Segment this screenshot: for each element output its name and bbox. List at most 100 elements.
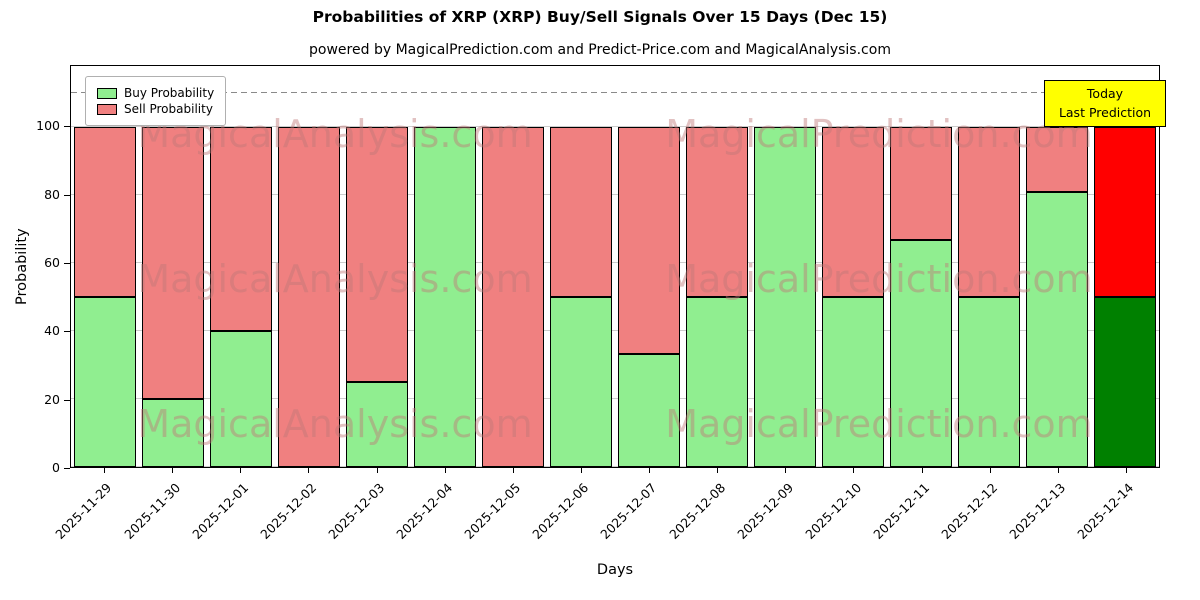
legend-buy-swatch: [97, 87, 117, 99]
stacked-bar-2025-12-11: [890, 66, 952, 467]
plot-area: MagicalAnalysis.com MagicalPrediction.com…: [70, 65, 1160, 468]
sell-segment: [74, 127, 136, 298]
x-tick-mark: [853, 468, 855, 473]
x-tick-label-2025-11-30: 2025-11-30: [120, 480, 183, 542]
y-tick-mark: [64, 263, 70, 265]
gridline-40: [71, 330, 1159, 332]
y-tick-labels: 0 20 40 60 80 100: [0, 0, 70, 600]
bar-slot: [615, 66, 683, 467]
legend-sell-label: Sell Probability: [124, 102, 213, 116]
legend-buy-label: Buy Probability: [124, 86, 215, 100]
chart-title: Probabilities of XRP (XRP) Buy/Sell Sign…: [312, 8, 888, 26]
x-tick-mark: [444, 468, 446, 473]
y-tick-mark: [64, 126, 70, 128]
sell-segment: [142, 127, 204, 400]
bar-slot: [411, 66, 479, 467]
x-tick-label-2025-12-01: 2025-12-01: [188, 480, 251, 542]
sell-segment: [1094, 127, 1156, 298]
stacked-bar-2025-12-07: [618, 66, 680, 467]
bar-slot: [1023, 66, 1091, 467]
x-tick-labels: 2025-11-29 2025-11-30 2025-12-01 2025-12-02…: [0, 468, 1200, 600]
bar-slot: [275, 66, 343, 467]
y-tick-label-100: 100: [36, 118, 60, 134]
x-tick-mark: [921, 468, 923, 473]
buy-segment: [618, 353, 680, 467]
y-tick-label-20: 20: [44, 391, 60, 407]
x-tick-mark: [512, 468, 514, 473]
bar-slot: [139, 66, 207, 467]
stacked-bar-2025-12-05: [482, 66, 544, 467]
x-tick-mark: [1125, 468, 1127, 473]
stacked-bar-2025-12-01: [210, 66, 272, 467]
gridline-20: [71, 398, 1159, 400]
buy-segment: [550, 297, 612, 467]
bar-slot: [751, 66, 819, 467]
stacked-bar-2025-12-14: [1094, 66, 1156, 467]
stacked-bar-2025-12-10: [822, 66, 884, 467]
x-tick-label-2025-12-04: 2025-12-04: [393, 480, 456, 542]
y-tick-label-0: 0: [52, 460, 60, 475]
sell-segment: [618, 127, 680, 354]
x-tick-label-2025-11-29: 2025-11-29: [52, 480, 115, 542]
y-tick-label-40: 40: [44, 323, 60, 339]
buy-segment: [890, 240, 952, 467]
x-tick-label-2025-12-10: 2025-12-10: [802, 480, 865, 542]
bar-slot: [343, 66, 411, 467]
sell-segment: [550, 127, 612, 298]
stacked-bar-2025-12-04: [414, 66, 476, 467]
stacked-bar-2025-12-02: [278, 66, 340, 467]
bar-slot: [1091, 66, 1159, 467]
today-annotation: Today Last Prediction: [1044, 80, 1166, 127]
buy-segment: [210, 331, 272, 467]
stacked-bar-2025-12-12: [958, 66, 1020, 467]
x-tick-label-2025-12-12: 2025-12-12: [938, 480, 1001, 542]
bar-slot: [955, 66, 1023, 467]
bars-container: [71, 66, 1159, 467]
x-tick-label-2025-12-07: 2025-12-07: [597, 480, 660, 542]
buy-segment: [958, 297, 1020, 467]
x-tick-mark: [785, 468, 787, 473]
x-tick-label-2025-12-11: 2025-12-11: [870, 480, 933, 542]
bar-slot: [479, 66, 547, 467]
y-tick-mark: [64, 399, 70, 401]
gridline-80: [71, 194, 1159, 196]
x-tick-mark: [308, 468, 310, 473]
sell-segment: [958, 127, 1020, 298]
buy-segment: [822, 297, 884, 467]
legend: Buy Probability Sell Probability: [85, 76, 227, 126]
buy-segment: [74, 297, 136, 467]
sell-segment: [890, 127, 952, 241]
x-tick-label-2025-12-09: 2025-12-09: [733, 480, 796, 542]
x-tick-mark: [376, 468, 378, 473]
x-tick-mark: [1057, 468, 1059, 473]
buy-segment: [414, 127, 476, 467]
sell-segment: [346, 127, 408, 383]
stacked-bar-2025-12-06: [550, 66, 612, 467]
sell-segment: [278, 127, 340, 467]
x-tick-mark: [580, 468, 582, 473]
chart-subtitle: powered by MagicalPrediction.com and Pre…: [309, 42, 891, 58]
x-tick-mark: [240, 468, 242, 473]
buy-segment: [142, 399, 204, 467]
x-tick-label-2025-12-05: 2025-12-05: [461, 480, 524, 542]
today-annotation-line2: Last Prediction: [1058, 105, 1152, 121]
bar-slot: [887, 66, 955, 467]
x-tick-label-2025-12-06: 2025-12-06: [529, 480, 592, 542]
sell-segment: [482, 127, 544, 467]
sell-segment: [686, 127, 748, 298]
today-annotation-line1: Today: [1086, 86, 1124, 101]
y-tick-mark: [64, 468, 70, 469]
x-tick-mark: [649, 468, 651, 473]
x-tick-label-2025-12-03: 2025-12-03: [325, 480, 388, 542]
stacked-bar-2025-12-13: [1026, 66, 1088, 467]
x-tick-label-2025-12-13: 2025-12-13: [1006, 480, 1069, 542]
x-tick-label-2025-12-14: 2025-12-14: [1074, 480, 1137, 542]
legend-sell-swatch: [97, 103, 117, 115]
stacked-bar-2025-12-03: [346, 66, 408, 467]
stacked-bar-2025-11-29: [74, 66, 136, 467]
buy-segment: [346, 382, 408, 467]
x-axis-label: Days: [596, 562, 634, 578]
gridline-100: [71, 126, 1159, 128]
y-tick-label-80: 80: [44, 186, 60, 202]
